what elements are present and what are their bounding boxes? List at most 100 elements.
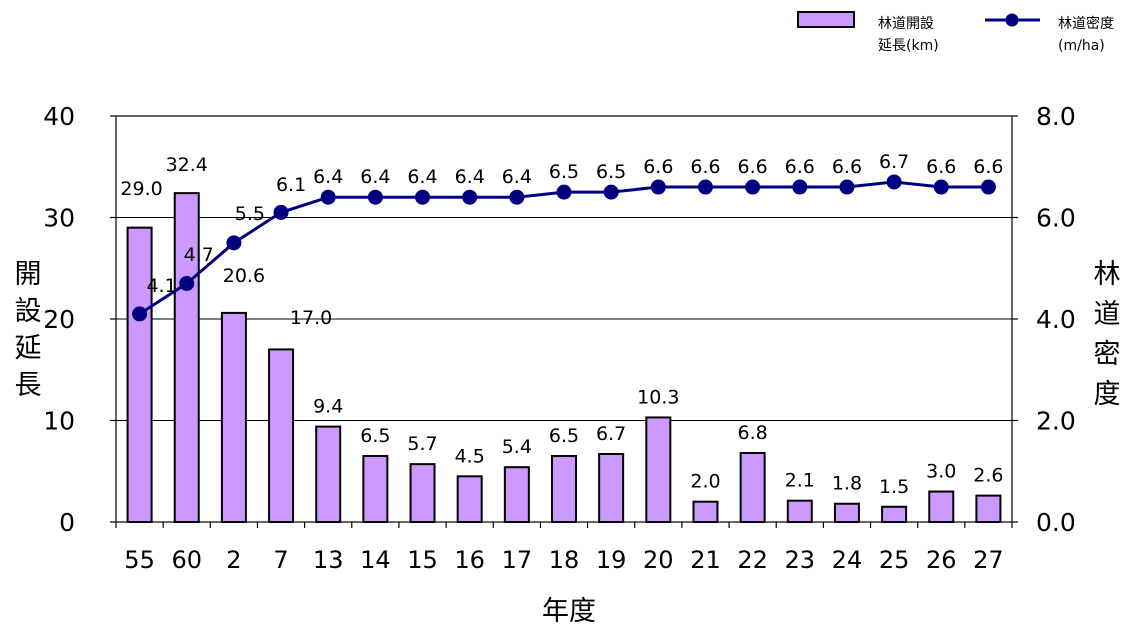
density-point xyxy=(697,179,713,195)
line-value-label: 6.5 xyxy=(549,161,579,183)
density-point xyxy=(132,306,148,322)
x-tick-label: 60 xyxy=(171,546,202,574)
bar-value-label: 1.8 xyxy=(832,473,862,495)
line-value-label: 6.4 xyxy=(455,166,485,188)
bar-value-label: 2.6 xyxy=(973,465,1003,487)
x-axis-title: 年度 xyxy=(542,596,596,627)
y-tick-label: 10 xyxy=(43,407,75,436)
bar xyxy=(551,455,577,523)
x-tick-label: 16 xyxy=(454,546,485,574)
bar-value-label: 2.1 xyxy=(785,470,815,492)
bar-value-label: 6.8 xyxy=(738,422,768,444)
bar xyxy=(645,416,672,523)
density-point xyxy=(509,189,525,205)
x-tick-label: 24 xyxy=(832,546,863,574)
line-value-label: 6.6 xyxy=(973,156,1003,178)
density-point xyxy=(839,179,855,195)
bar-value-label: 1.5 xyxy=(879,476,909,498)
gridlines xyxy=(116,217,1012,421)
y2-tick-label: 0.0 xyxy=(1036,508,1076,537)
line-value-label: 6.4 xyxy=(502,166,532,188)
y-tick-label: 40 xyxy=(43,102,75,131)
y-axis-title-char: 長 xyxy=(15,370,42,401)
y2-tick-label: 8.0 xyxy=(1036,102,1076,131)
bar xyxy=(268,348,295,524)
bar xyxy=(975,494,1002,523)
line-value-label: 6.6 xyxy=(738,156,768,178)
density-point xyxy=(650,179,666,195)
line-value-label: 6.5 xyxy=(596,161,626,183)
legend-line-marker xyxy=(1005,13,1019,27)
line-value-label: 4.7 xyxy=(184,244,214,266)
y-axis-title-char: 延 xyxy=(15,333,42,364)
bar-value-label: 6.7 xyxy=(596,423,626,445)
bar-value-label: 6.5 xyxy=(360,425,390,447)
y-tick-label: 0 xyxy=(59,508,75,537)
density-point xyxy=(273,204,289,220)
y2-axis-title-char: 度 xyxy=(1094,379,1121,410)
y2-tick-label: 6.0 xyxy=(1036,204,1076,233)
bar xyxy=(126,226,153,523)
density-point xyxy=(556,184,572,200)
bar xyxy=(928,490,955,523)
axes: 55 60 2 7 13 14 15 16 17 18 19 20 21 22 23 24 25 26 270102… xyxy=(15,102,1121,627)
bar-value-label: 29.0 xyxy=(120,178,162,200)
line-value-label: 4.1 xyxy=(146,275,176,297)
line-value-label: 6.4 xyxy=(313,166,343,188)
density-point xyxy=(179,275,195,291)
bar xyxy=(833,502,860,524)
line-value-label: 6.6 xyxy=(690,156,720,178)
density-point xyxy=(603,184,619,200)
x-tick-label: 7 xyxy=(273,546,288,574)
bar xyxy=(739,451,766,524)
bar xyxy=(315,425,342,523)
x-tick-label: 20 xyxy=(643,546,674,574)
x-tick-label: 14 xyxy=(360,546,391,574)
y2-tick-label: 4.0 xyxy=(1036,305,1076,334)
density-point xyxy=(886,174,902,190)
density-point xyxy=(415,189,431,205)
density-point xyxy=(320,189,336,205)
density-line xyxy=(138,180,989,316)
y2-axis-title-char: 道 xyxy=(1094,299,1121,330)
density-point xyxy=(745,179,761,195)
x-tick-label: 55 xyxy=(124,546,155,574)
bar xyxy=(503,466,530,524)
x-tick-label: 22 xyxy=(737,546,768,574)
line-value-label: 6.4 xyxy=(360,166,390,188)
line-value-label: 6.6 xyxy=(926,156,956,178)
bar xyxy=(456,475,483,524)
bar-value-label: 3.0 xyxy=(926,461,956,483)
x-tick-label: 21 xyxy=(690,546,721,574)
bar xyxy=(692,500,719,524)
line-value-label: 6.6 xyxy=(785,156,815,178)
y2-axis-title-char: 密 xyxy=(1094,339,1121,370)
legend-bar-label-line1: 林道開設 xyxy=(878,16,934,32)
bar-value-label: 6.5 xyxy=(549,425,579,447)
density-point xyxy=(462,189,478,205)
line-value-label: 6.4 xyxy=(407,166,437,188)
x-tick-label: 27 xyxy=(973,546,1004,574)
data-labels: 29.032.4 20.6 17.0 9.4 6.5 5.7 4.5 5.4 6.5 6.7 10.… xyxy=(120,151,1003,498)
y-tick-label: 30 xyxy=(43,204,75,233)
bar-value-label: 10.3 xyxy=(637,386,679,408)
x-tick-label: 13 xyxy=(313,546,344,574)
bar-value-label: 9.4 xyxy=(313,396,343,418)
legend-bar-swatch xyxy=(797,11,855,28)
bar-series xyxy=(126,192,1002,524)
line-value-label: 6.6 xyxy=(832,156,862,178)
line-series xyxy=(132,174,996,322)
bar-value-label: 4.5 xyxy=(455,445,485,467)
bar-value-label: 5.7 xyxy=(407,433,437,455)
bar xyxy=(220,311,247,523)
bar-value-label: 2.0 xyxy=(690,471,720,493)
bar-value-label: 17.0 xyxy=(290,307,332,329)
y2-axis-title-char: 林 xyxy=(1094,259,1121,290)
bar-value-label: 5.4 xyxy=(502,436,532,458)
density-point xyxy=(367,189,383,205)
y-tick-label: 20 xyxy=(43,305,75,334)
bar xyxy=(173,192,200,523)
